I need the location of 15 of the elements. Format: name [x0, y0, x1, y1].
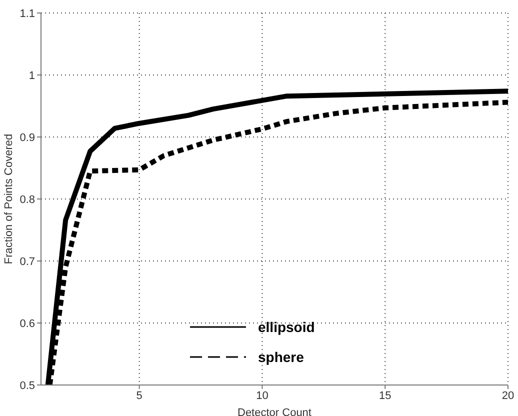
y-tick-label: 1.1 [20, 8, 35, 20]
x-tick-label: 20 [502, 390, 514, 402]
x-tick-label: 5 [136, 390, 142, 402]
y-axis-title: Fraction of Points Covered [2, 134, 15, 264]
legend-label: sphere [258, 349, 304, 365]
legend-label: ellipsoid [258, 319, 315, 335]
y-tick-label: 0.6 [20, 318, 35, 330]
x-tick-label: 10 [256, 390, 268, 402]
y-tick-label: 0.5 [20, 380, 35, 392]
x-axis-title: Detector Count [238, 407, 312, 416]
y-tick-label: 0.8 [20, 194, 35, 206]
y-tick-label: 1 [28, 70, 35, 82]
y-tick-label: 0.9 [20, 132, 35, 144]
x-tick-label: 15 [378, 390, 392, 402]
y-tick-label: 0.7 [20, 256, 35, 268]
